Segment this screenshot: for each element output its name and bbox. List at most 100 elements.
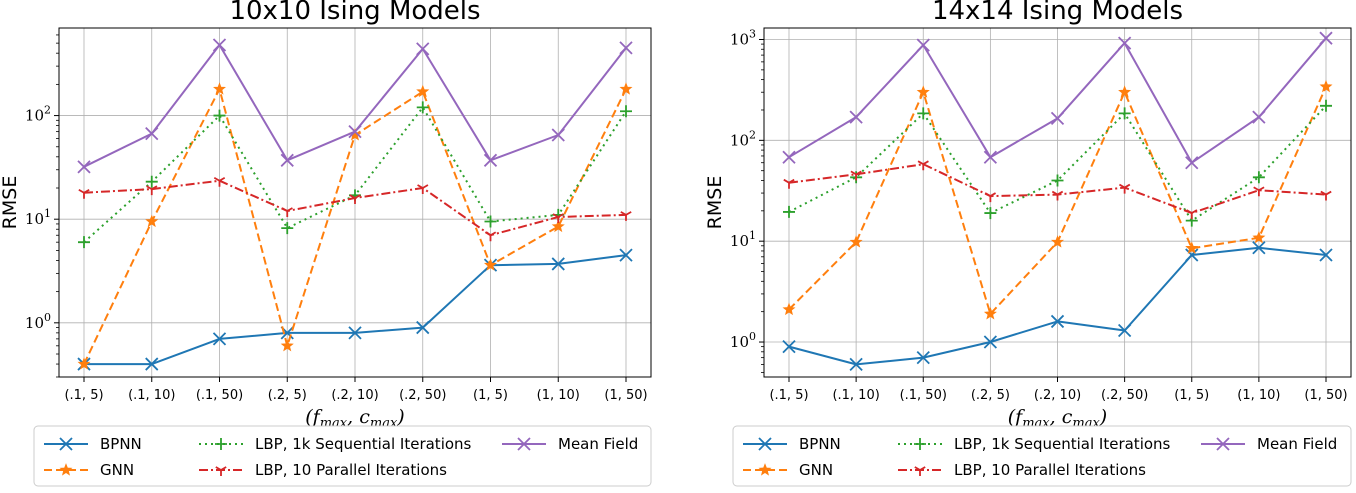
data-point — [145, 126, 159, 141]
data-point — [1051, 174, 1064, 187]
legend-item: Mean Field — [1201, 435, 1337, 453]
x-tick-label: (.2, 50) — [399, 388, 446, 403]
y-tick-label: 100 — [25, 311, 51, 332]
data-point — [1319, 248, 1333, 262]
legend-item: LBP, 1k Sequential Iterations — [898, 435, 1171, 453]
data-point — [1253, 186, 1265, 197]
legend-item: LBP, 10 Parallel Iterations — [199, 461, 447, 479]
data-point — [145, 214, 159, 228]
legend-marker — [758, 463, 772, 476]
legend-marker — [59, 463, 73, 476]
y-axis-label: RMSE — [704, 176, 726, 230]
chart-title: 14x14 Ising Models — [932, 0, 1183, 26]
data-point — [483, 153, 498, 167]
y-tick-label: 100 — [730, 330, 756, 351]
data-point — [484, 215, 497, 228]
series-line — [788, 105, 1327, 222]
y-tick-label: 103 — [730, 27, 756, 48]
data-point — [782, 340, 796, 354]
series-gnn — [77, 82, 633, 370]
legend-marker — [59, 437, 73, 451]
data-point — [1320, 99, 1332, 112]
legend-item: LBP, 10 Parallel Iterations — [898, 461, 1146, 479]
data-point — [280, 338, 294, 352]
legend-label: LBP, 10 Parallel Iterations — [954, 461, 1146, 479]
data-point — [213, 82, 226, 95]
legend-marker — [914, 466, 926, 476]
data-point — [983, 150, 998, 164]
data-point — [917, 160, 929, 171]
legend-marker — [517, 437, 531, 451]
y-tick-label: 102 — [730, 128, 756, 149]
series-mean-field — [77, 38, 633, 174]
data-point — [849, 357, 863, 372]
data-point — [1050, 111, 1065, 126]
data-point — [984, 207, 997, 220]
series-mean-field — [782, 31, 1333, 170]
legend: BPNN GNN LBP, 1k Sequential Iterations LBP,… — [732, 425, 1352, 487]
data-point — [1051, 190, 1064, 201]
data-point — [78, 188, 90, 199]
data-point — [619, 248, 633, 262]
x-tick-label: (1, 50) — [604, 388, 647, 403]
data-point — [783, 178, 795, 189]
data-point — [145, 357, 159, 371]
data-point — [77, 357, 91, 370]
data-point — [484, 231, 497, 242]
chart-title: 10x10 Ising Models — [229, 0, 480, 26]
y-axis-label: RMSE — [0, 176, 21, 230]
legend-marker — [215, 438, 227, 450]
data-point — [782, 150, 796, 164]
data-point — [620, 211, 632, 221]
data-point — [620, 105, 632, 118]
data-point — [1118, 183, 1131, 194]
x-tick-label: (.2, 5) — [971, 388, 1010, 403]
x-tick-label: (1, 10) — [1237, 388, 1280, 403]
legend-label: Mean Field — [1257, 435, 1337, 453]
series-bpnn — [782, 241, 1333, 372]
data-point — [212, 38, 227, 52]
data-point — [1118, 107, 1131, 120]
x-tick-label: (.2, 10) — [1034, 388, 1081, 403]
plot-frame — [763, 27, 1352, 378]
data-point — [1051, 235, 1064, 248]
legend-box — [33, 425, 652, 487]
series-gnn — [782, 79, 1333, 320]
data-point — [850, 170, 862, 181]
data-point — [849, 235, 863, 248]
x-tick-label: (.1, 50) — [900, 388, 947, 403]
data-point — [1252, 110, 1266, 124]
data-point — [416, 42, 430, 56]
x-tick-label: (.2, 5) — [268, 388, 307, 403]
data-point — [1319, 31, 1333, 45]
data-point — [1050, 314, 1065, 329]
x-tick-label: (1, 50) — [1304, 388, 1347, 403]
data-point — [1252, 171, 1265, 184]
x-tick-label: (.1, 50) — [196, 388, 243, 403]
data-point — [484, 258, 497, 271]
legend-marker — [1216, 437, 1230, 451]
data-point — [1117, 323, 1132, 338]
x-tick-label: (1, 10) — [537, 388, 580, 403]
series-lbp-10-parallel-iterations — [783, 160, 1332, 220]
series-lbp-10-parallel-iterations — [78, 176, 632, 242]
legend-marker — [758, 437, 772, 451]
legend: BPNN GNN LBP, 1k Sequential Iterations LBP,… — [33, 425, 652, 487]
x-tick-label: (.2, 10) — [331, 388, 378, 403]
legend-label: BPNN — [799, 435, 841, 453]
legend-label: GNN — [100, 461, 134, 479]
plot-frame — [58, 27, 652, 378]
y-tick-label: 102 — [25, 104, 51, 125]
x-tick-label: (.1, 10) — [128, 388, 175, 403]
x-tick-label: (.1, 10) — [832, 388, 879, 403]
data-point — [146, 185, 158, 196]
data-point — [983, 307, 997, 320]
legend-label: LBP, 1k Sequential Iterations — [954, 435, 1171, 453]
data-point — [348, 326, 362, 340]
data-point — [416, 101, 429, 114]
legend-item: BPNN — [743, 435, 841, 453]
data-point — [1186, 209, 1198, 220]
data-point — [417, 184, 429, 195]
data-point — [619, 41, 633, 55]
chart-panel-2: 14x14 Ising Models 100 101 102 103 (.1, 5) (.1… — [704, 0, 1352, 487]
